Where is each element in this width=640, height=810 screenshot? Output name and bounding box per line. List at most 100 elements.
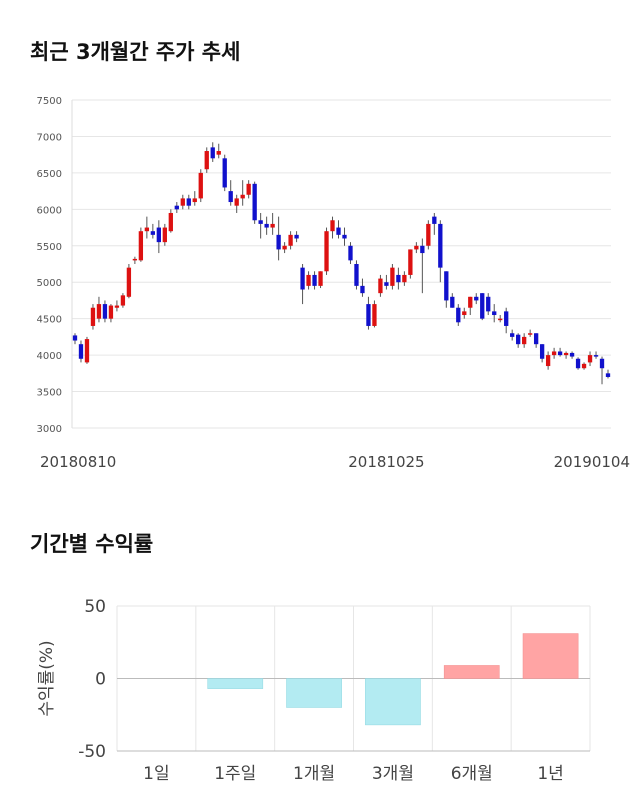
candle-up [414, 245, 419, 250]
candle-down [444, 271, 449, 301]
candle-down [450, 296, 455, 308]
return-bar [365, 678, 421, 726]
candle-up [246, 183, 251, 195]
candle-down [420, 245, 425, 254]
candle-up [390, 267, 395, 286]
candle-up [204, 151, 209, 170]
candle-up [408, 249, 413, 275]
candle-up [138, 231, 144, 261]
candle-up [132, 258, 138, 261]
candle-down [504, 311, 509, 326]
candle-down [456, 307, 461, 323]
candle-down [569, 352, 575, 357]
stock-price-chart: 3000 3500 4000 4500 5000 5500 6000 6500 7000 7500… [37, 96, 630, 471]
candle-up [372, 304, 377, 326]
candle-up [144, 227, 150, 232]
candle-down [384, 282, 389, 286]
y-tick-label: 4000 [37, 351, 62, 362]
candle-up [378, 278, 383, 294]
candle-down [432, 216, 437, 224]
category-label: 1주일 [214, 764, 256, 784]
candle-down [605, 373, 611, 377]
candle-up [551, 351, 557, 356]
y-tick-label: 7500 [37, 96, 62, 107]
candle-up [545, 355, 551, 367]
candle-up [240, 194, 245, 199]
candle-up [126, 267, 132, 297]
candle-down [102, 304, 108, 319]
y-tick-label: 4500 [37, 315, 62, 326]
candle-down [264, 223, 269, 228]
stock-chart-title: 최근 3개월간 주가 추세 [30, 40, 241, 64]
candle-down [492, 311, 497, 316]
category-label: 3개월 [372, 764, 414, 784]
candle-up [180, 198, 185, 206]
candle-down [593, 355, 599, 357]
candle-up [581, 363, 587, 369]
candle-down [252, 183, 257, 221]
candle-up [468, 296, 473, 308]
category-label: 6개월 [451, 764, 493, 784]
candle-up [462, 311, 467, 316]
candle-up [563, 352, 569, 356]
period-return-chart: 50 0 -50 수익률(%) 1일 1주일 1개월 3개월 6개월 1년 [37, 597, 591, 784]
y-tick-label: 6000 [37, 205, 62, 216]
candle-up [168, 212, 173, 232]
return-bar [522, 633, 579, 679]
candle-up [522, 336, 527, 345]
candle-up [192, 198, 197, 203]
candle-up [234, 198, 239, 206]
candle-up [306, 274, 311, 286]
candle-up [96, 304, 102, 319]
category-label: 1일 [143, 764, 169, 784]
return-bar [443, 665, 500, 679]
candle-down [78, 344, 84, 359]
y-axis-label: 수익률(%) [37, 640, 57, 716]
y-tick-label: 3000 [37, 424, 62, 435]
y-tick-label: 6500 [37, 169, 62, 180]
candle-up [114, 305, 120, 308]
candle-down [438, 223, 443, 268]
candle-down [354, 264, 359, 286]
candle-down [150, 231, 156, 235]
category-label: 1개월 [293, 764, 335, 784]
y-tick-label: 0 [95, 670, 106, 690]
y-tick-label: 3500 [37, 388, 62, 399]
candle-up [288, 234, 293, 246]
candle-down [480, 293, 485, 319]
candle-down [156, 227, 161, 243]
candle-down [486, 296, 491, 312]
candle-up [527, 333, 533, 335]
y-tick-label: -50 [78, 742, 106, 762]
candle-up [426, 223, 431, 246]
x-tick-label: 20181025 [348, 453, 424, 471]
y-tick-label: 5500 [37, 242, 62, 253]
candle-down [599, 358, 605, 369]
candle-down [312, 274, 317, 286]
candle-down [276, 234, 281, 250]
x-tick-label: 20190104 [554, 453, 630, 471]
candle-down [342, 234, 347, 239]
candle-down [222, 158, 227, 188]
candle-up [498, 318, 503, 321]
return-bar [207, 678, 264, 689]
candle-up [198, 172, 203, 199]
y-tick-label: 50 [84, 597, 106, 617]
candle-down [174, 205, 179, 210]
return-chart-title: 기간별 수익률 [30, 532, 154, 556]
candle-down [539, 344, 545, 359]
y-tick-label: 5000 [37, 278, 62, 289]
candle-down [396, 274, 401, 283]
candle-up [108, 305, 114, 319]
candle-down [72, 335, 78, 341]
candle-down [575, 358, 581, 369]
candle-down [228, 191, 233, 203]
candle-down [516, 334, 521, 345]
candle-down [557, 351, 563, 356]
candle-up [84, 339, 90, 363]
candle-up [318, 271, 323, 286]
x-tick-label: 20180810 [40, 453, 116, 471]
candle-up [282, 245, 287, 250]
candle-up [330, 220, 335, 232]
candle-up [90, 307, 96, 326]
